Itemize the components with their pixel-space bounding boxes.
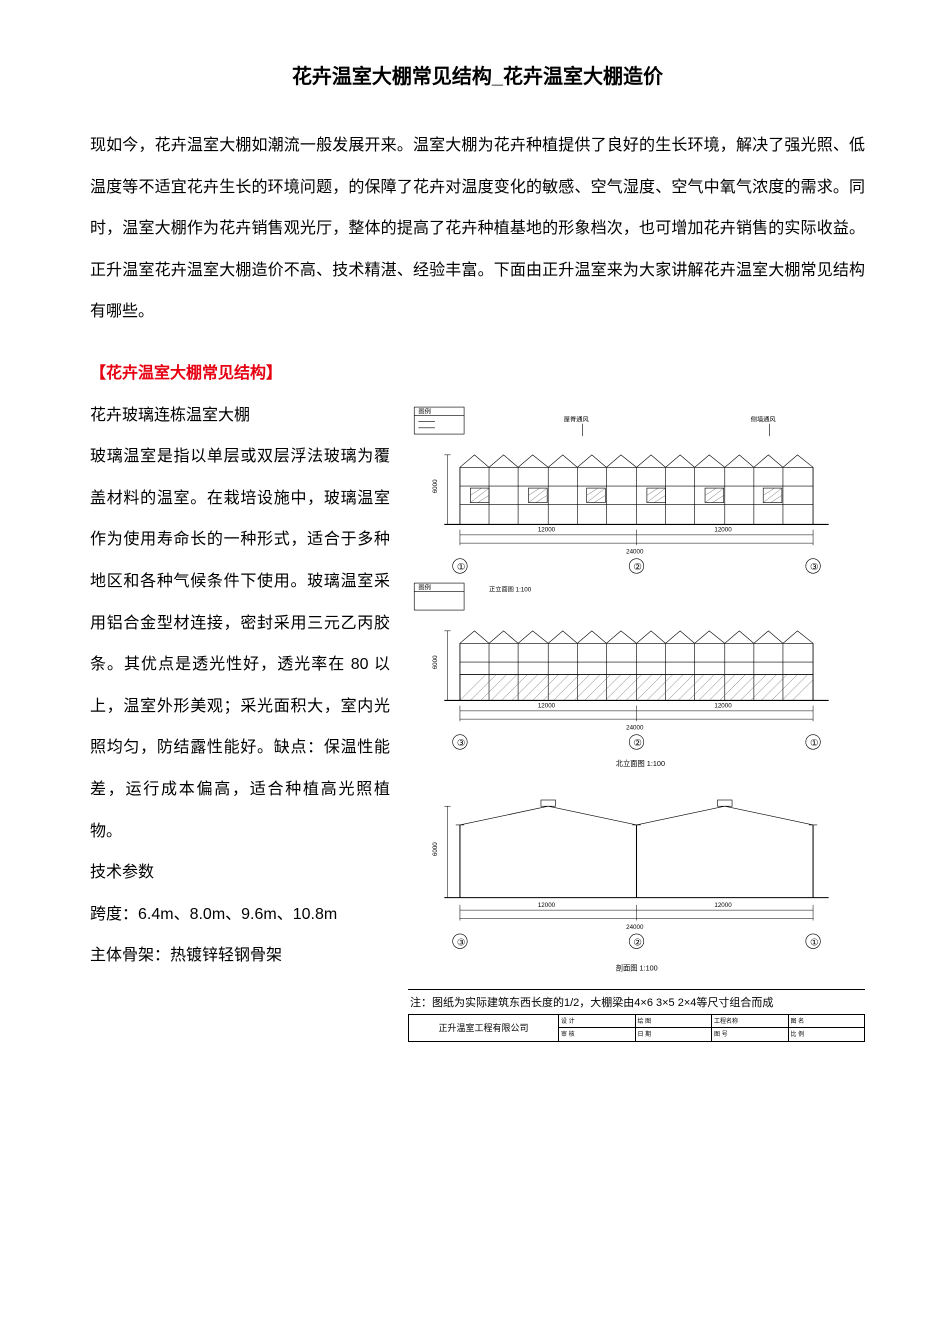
- title-block: 正升温室工程有限公司 设 计 绘 图 工程名称 图 名 审 核 日 期 图 号: [408, 1014, 865, 1042]
- dim-span-2b: 12000: [714, 703, 732, 710]
- sub-heading: 花卉玻璃连栋温室大棚: [90, 395, 390, 437]
- marker-2-3: ③: [457, 738, 465, 748]
- tb-no: 图 号: [712, 1028, 789, 1041]
- spec-frame: 主体骨架：热镀锌轻钢骨架: [90, 935, 390, 977]
- diagram-footnote: 注：图纸为实际建筑东西长度的1/2，大棚梁由4×6 3×5 2×4等尺寸组合而成: [408, 990, 865, 1014]
- callout-ridge-vent: 屋脊通风: [564, 415, 590, 423]
- tb-date: 日 期: [636, 1028, 713, 1041]
- tb-project: 工程名称: [712, 1015, 789, 1028]
- dim-span-2a: 12000: [538, 703, 556, 710]
- tb-scale: 比 例: [789, 1028, 865, 1041]
- spec-span: 跨度：6.4m、8.0m、9.6m、10.8m: [90, 894, 390, 936]
- dim-total-3: 24000: [626, 924, 644, 931]
- marker-2-2: ②: [633, 738, 641, 748]
- title-block-company: 正升温室工程有限公司: [409, 1015, 559, 1041]
- dim-span-3a: 12000: [538, 902, 556, 909]
- diagram-view-front: 图例 屋脊通风 侧墙通风: [408, 405, 865, 582]
- callout-side-vent: 侧墙通风: [751, 415, 777, 423]
- legend-label-2: 图例: [418, 583, 430, 591]
- view2-label: 北立面图 1:100: [616, 759, 665, 768]
- dim-total-2: 24000: [626, 725, 644, 732]
- diagram-column: 图例 屋脊通风 侧墙通风: [408, 395, 865, 1042]
- marker-1-1: ①: [457, 562, 465, 572]
- marker-2-1: ①: [810, 738, 818, 748]
- dim-span-1a: 12000: [538, 526, 556, 533]
- footnote-area: 注：图纸为实际建筑东西长度的1/2，大棚梁由4×6 3×5 2×4等尺寸组合而成…: [408, 989, 865, 1042]
- marker-3-1: ①: [810, 938, 818, 948]
- dim-span-1b: 12000: [714, 526, 732, 533]
- marker-3-2: ②: [633, 938, 641, 948]
- section-heading: 【花卉温室大棚常见结构】: [90, 353, 865, 395]
- two-column-layout: 花卉玻璃连栋温室大棚 玻璃温室是指以单层或双层浮法玻璃为覆盖材料的温室。在栽培设…: [90, 395, 865, 1042]
- body-paragraph: 玻璃温室是指以单层或双层浮法玻璃为覆盖材料的温室。在栽培设施中，玻璃温室作为使用…: [90, 436, 390, 852]
- dim-height-1: 6000: [432, 478, 439, 492]
- marker-1-3: ③: [810, 562, 818, 572]
- view3-label: 剖面图 1:100: [616, 964, 658, 973]
- marker-1-2: ②: [633, 562, 641, 572]
- tb-draw: 绘 图: [636, 1015, 713, 1028]
- diagram-view-section: 6000 12000 12000 24000 ③ ② ① 剖面图 1:100: [408, 773, 865, 981]
- spec-heading: 技术参数: [90, 852, 390, 894]
- tb-name: 图 名: [789, 1015, 865, 1028]
- dim-span-3b: 12000: [714, 902, 732, 909]
- legend-label: 图例: [418, 407, 430, 415]
- dim-height-3: 6000: [432, 842, 439, 856]
- tb-design: 设 计: [559, 1015, 636, 1028]
- dim-total-1: 24000: [626, 548, 644, 555]
- tb-check: 审 核: [559, 1028, 636, 1041]
- diagram-view-north: 图例 正立面图 1:100: [408, 581, 865, 773]
- marker-3-3: ③: [457, 938, 465, 948]
- engineering-diagram: 图例 屋脊通风 侧墙通风: [408, 405, 865, 1042]
- page-title: 花卉温室大棚常见结构_花卉温室大棚造价: [90, 60, 865, 89]
- text-column: 花卉玻璃连栋温室大棚 玻璃温室是指以单层或双层浮法玻璃为覆盖材料的温室。在栽培设…: [90, 395, 390, 977]
- intro-paragraph: 现如今，花卉温室大棚如潮流一般发展开来。温室大棚为花卉种植提供了良好的生长环境，…: [90, 125, 865, 333]
- view1-label: 正立面图 1:100: [489, 586, 532, 594]
- dim-height-2: 6000: [432, 655, 439, 669]
